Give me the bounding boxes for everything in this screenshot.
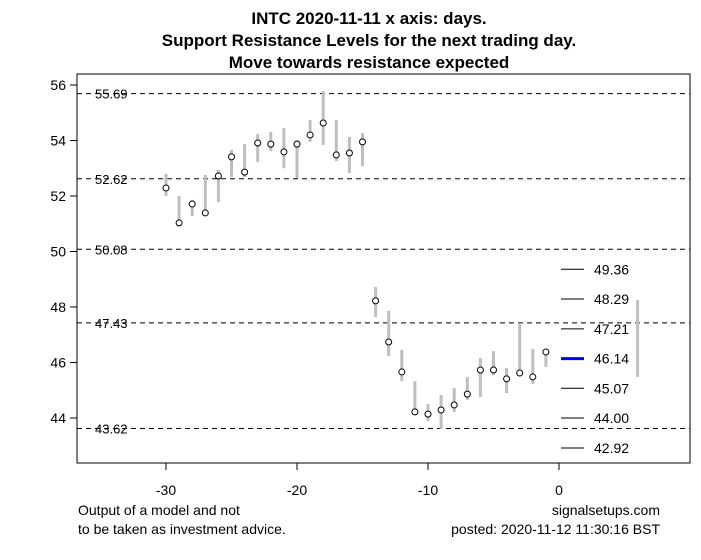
x-tick-label: -30 (156, 482, 176, 498)
site-name: signalsetups.com (552, 502, 660, 518)
y-tick-label: 48 (50, 299, 66, 315)
close-point (345, 149, 353, 157)
close-point (372, 297, 380, 305)
close-point (319, 119, 327, 127)
next-day-level-label: 42.92 (594, 440, 629, 456)
close-point (306, 131, 314, 139)
next-day-level-label: 48.29 (594, 291, 629, 307)
next-day-level-label: 49.36 (594, 261, 629, 277)
close-point (175, 219, 183, 227)
support-resistance-label: 52.62 (95, 172, 128, 187)
y-tick-label: 52 (50, 188, 66, 204)
close-point (450, 401, 458, 409)
next-day-level-label: 46.14 (594, 351, 629, 367)
close-point (463, 390, 471, 398)
y-tick-label: 44 (50, 410, 66, 426)
close-point (280, 148, 288, 156)
chart-title-line-2: Support Resistance Levels for the next t… (162, 31, 576, 50)
close-point (516, 369, 524, 377)
next-day-level-label: 47.21 (594, 321, 629, 337)
close-point (542, 348, 550, 356)
support-resistance-label: 50.08 (95, 242, 128, 257)
close-point (411, 408, 419, 416)
close-point (437, 406, 445, 414)
y-tick-label: 56 (50, 77, 66, 93)
x-tick-label: -20 (287, 482, 307, 498)
support-resistance-label: 47.43 (95, 316, 128, 331)
chart-title-line-1: INTC 2020-11-11 x axis: days. (251, 9, 486, 28)
close-point (503, 375, 511, 383)
close-point (162, 184, 170, 192)
close-point (254, 139, 262, 147)
y-tick-label: 54 (50, 133, 66, 149)
disclaimer-line-2: to be taken as investment advice. (78, 521, 286, 537)
close-point (201, 209, 209, 217)
close-point (214, 172, 222, 180)
close-point (398, 368, 406, 376)
chart-title-line-3: Move towards resistance expected (229, 53, 510, 72)
x-tick-label: -10 (418, 482, 438, 498)
close-point (359, 138, 366, 146)
close-point (267, 140, 275, 148)
close-point (188, 200, 196, 208)
support-resistance-label: 43.62 (95, 422, 128, 437)
close-point (529, 373, 537, 381)
y-tick-label: 50 (50, 244, 66, 260)
close-point (385, 338, 393, 346)
close-point (476, 366, 484, 374)
close-point (490, 366, 497, 374)
posted-timestamp: posted: 2020-11-12 11:30:16 BST (451, 521, 660, 537)
next-day-level-label: 44.00 (594, 410, 629, 426)
close-point (228, 153, 235, 161)
plot-frame (76, 73, 691, 464)
next-day-level-label: 45.07 (594, 380, 629, 396)
close-point (293, 140, 301, 148)
support-resistance-label: 55.69 (95, 87, 128, 102)
disclaimer-line-1: Output of a model and not (78, 502, 240, 518)
x-tick-label: 0 (555, 482, 563, 498)
close-point (424, 410, 432, 418)
close-point (332, 151, 340, 159)
close-point (241, 168, 249, 176)
y-tick-label: 46 (50, 355, 66, 371)
